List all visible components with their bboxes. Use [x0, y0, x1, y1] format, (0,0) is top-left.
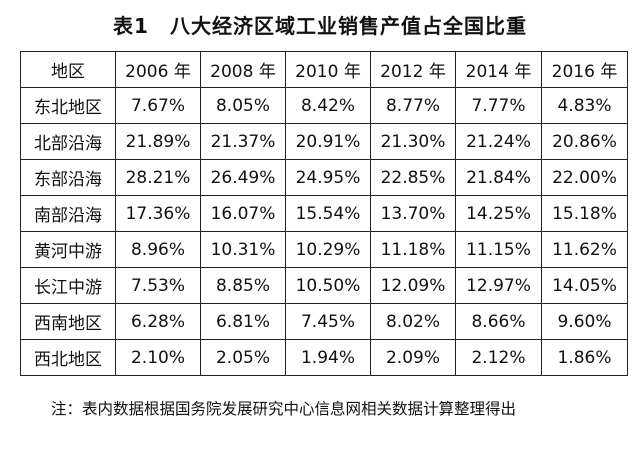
value-cell: 26.49% — [200, 159, 286, 196]
value-cell: 10.31% — [200, 231, 286, 268]
value-cell: 12.09% — [370, 267, 456, 304]
value-cell: 21.84% — [455, 159, 542, 196]
table-row: 西北地区 2.10% 2.05% 1.94% 2.09% 2.12% 1.86% — [20, 339, 628, 376]
value-cell: 7.45% — [285, 303, 371, 340]
value-cell: 20.91% — [285, 123, 371, 160]
value-cell: 12.97% — [455, 267, 542, 304]
value-cell: 11.62% — [541, 231, 628, 268]
data-table: 地区 2006 年 2008 年 2010 年 2012 年 2014 年 20… — [20, 51, 628, 376]
value-cell: 22.00% — [541, 159, 628, 196]
table-title: 表1 八大经济区域工业销售产值占全国比重 — [113, 14, 527, 38]
value-cell: 14.25% — [455, 195, 542, 232]
value-cell: 6.81% — [200, 303, 286, 340]
table-row: 长江中游 7.53% 8.85% 10.50% 12.09% 12.97% 14… — [20, 267, 628, 304]
region-cell: 西南地区 — [20, 303, 116, 340]
table-row: 东北地区 7.67% 8.05% 8.42% 8.77% 7.77% 4.83% — [20, 87, 628, 124]
table-row: 南部沿海 17.36% 16.07% 15.54% 13.70% 14.25% … — [20, 195, 628, 232]
value-cell: 8.05% — [200, 87, 286, 124]
column-header-region: 地区 — [20, 51, 116, 88]
region-cell: 南部沿海 — [20, 195, 116, 232]
region-cell: 长江中游 — [20, 267, 116, 304]
value-cell: 8.02% — [370, 303, 456, 340]
value-cell: 7.53% — [115, 267, 201, 304]
value-cell: 15.54% — [285, 195, 371, 232]
value-cell: 11.15% — [455, 231, 542, 268]
value-cell: 20.86% — [541, 123, 628, 160]
table-row: 东部沿海 28.21% 26.49% 24.95% 22.85% 21.84% … — [20, 159, 628, 196]
table-row: 黄河中游 8.96% 10.31% 10.29% 11.18% 11.15% 1… — [20, 231, 628, 268]
value-cell: 6.28% — [115, 303, 201, 340]
value-cell: 10.50% — [285, 267, 371, 304]
value-cell: 1.86% — [541, 339, 628, 376]
value-cell: 2.05% — [200, 339, 286, 376]
value-cell: 24.95% — [285, 159, 371, 196]
column-header-year: 2014 年 — [455, 51, 542, 88]
value-cell: 8.66% — [455, 303, 542, 340]
column-header-year: 2016 年 — [541, 51, 628, 88]
value-cell: 7.67% — [115, 87, 201, 124]
column-header-year: 2008 年 — [200, 51, 286, 88]
value-cell: 21.30% — [370, 123, 456, 160]
value-cell: 8.77% — [370, 87, 456, 124]
value-cell: 7.77% — [455, 87, 542, 124]
table-note: 注：表内数据根据国务院发展研究中心信息网相关数据计算整理得出 — [51, 400, 517, 418]
value-cell: 15.18% — [541, 195, 628, 232]
value-cell: 21.24% — [455, 123, 542, 160]
region-cell: 东北地区 — [20, 87, 116, 124]
region-cell: 东部沿海 — [20, 159, 116, 196]
value-cell: 17.36% — [115, 195, 201, 232]
value-cell: 1.94% — [285, 339, 371, 376]
region-cell: 黄河中游 — [20, 231, 116, 268]
region-cell: 北部沿海 — [20, 123, 116, 160]
region-cell: 西北地区 — [20, 339, 116, 376]
value-cell: 21.89% — [115, 123, 201, 160]
value-cell: 13.70% — [370, 195, 456, 232]
column-header-year: 2006 年 — [115, 51, 201, 88]
value-cell: 28.21% — [115, 159, 201, 196]
value-cell: 2.12% — [455, 339, 542, 376]
table-row: 西南地区 6.28% 6.81% 7.45% 8.02% 8.66% 9.60% — [20, 303, 628, 340]
column-header-year: 2012 年 — [370, 51, 456, 88]
value-cell: 10.29% — [285, 231, 371, 268]
value-cell: 4.83% — [541, 87, 628, 124]
value-cell: 2.09% — [370, 339, 456, 376]
table-row: 北部沿海 21.89% 21.37% 20.91% 21.30% 21.24% … — [20, 123, 628, 160]
value-cell: 16.07% — [200, 195, 286, 232]
value-cell: 14.05% — [541, 267, 628, 304]
value-cell: 9.60% — [541, 303, 628, 340]
value-cell: 8.96% — [115, 231, 201, 268]
column-header-year: 2010 年 — [285, 51, 371, 88]
value-cell: 22.85% — [370, 159, 456, 196]
value-cell: 21.37% — [200, 123, 286, 160]
value-cell: 11.18% — [370, 231, 456, 268]
value-cell: 8.85% — [200, 267, 286, 304]
header-row: 地区 2006 年 2008 年 2010 年 2012 年 2014 年 20… — [20, 51, 628, 88]
value-cell: 8.42% — [285, 87, 371, 124]
value-cell: 2.10% — [115, 339, 201, 376]
